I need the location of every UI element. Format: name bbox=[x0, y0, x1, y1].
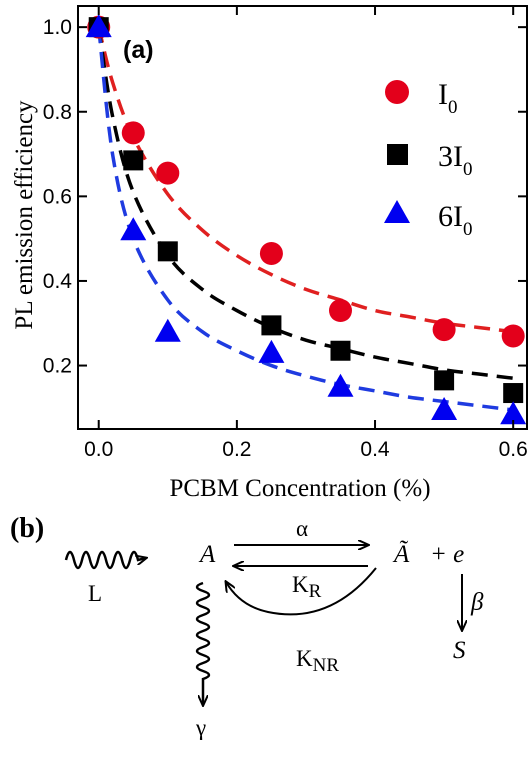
panel-label-b: (b) bbox=[10, 513, 44, 544]
species-A: A bbox=[198, 541, 216, 568]
fit-curve-series-0 bbox=[97, 26, 514, 334]
x-tick-label: 0.6 bbox=[499, 438, 528, 461]
data-point-circle bbox=[328, 299, 352, 323]
data-point-square bbox=[157, 241, 178, 262]
emission-wave bbox=[195, 581, 211, 705]
data-point-triangle bbox=[327, 373, 354, 397]
panel-label-a: (a) bbox=[123, 36, 154, 64]
data-point-circle bbox=[156, 161, 180, 185]
data-point-square bbox=[330, 340, 351, 361]
label-alpha: α bbox=[296, 516, 308, 541]
legend-marker-triangle bbox=[384, 200, 410, 223]
legend-marker-square bbox=[387, 144, 408, 165]
legend-entry-i0: I0 bbox=[385, 78, 458, 118]
data-point-circle bbox=[501, 324, 525, 348]
legend-label-3i0: 3I0 bbox=[438, 140, 473, 180]
label-beta: β bbox=[470, 589, 484, 616]
data-point-triangle bbox=[258, 339, 285, 363]
species-S: S bbox=[453, 637, 466, 664]
x-tick-label: 0.0 bbox=[84, 438, 113, 461]
data-point-square bbox=[503, 383, 524, 404]
legend-label-i0: I0 bbox=[438, 78, 458, 118]
data-point-triangle bbox=[154, 318, 181, 342]
y-tick-label: 0.8 bbox=[43, 101, 72, 124]
data-points bbox=[85, 14, 527, 425]
legend-entry-3i0: 3I0 bbox=[387, 140, 473, 180]
y-tick-label: 0.4 bbox=[43, 270, 73, 293]
label-KNR: KNR bbox=[296, 646, 339, 676]
pl-efficiency-chart: 0.0 0.2 0.4 0.6 0.2 0.4 0.6 0.8 1.0 (a) PL emiss… bbox=[11, 5, 528, 502]
data-point-square bbox=[123, 150, 144, 171]
y-axis-title: PL emission efficiency bbox=[11, 100, 38, 330]
species-A-tilde: Ã bbox=[392, 540, 410, 568]
y-tick-label: 0.6 bbox=[43, 185, 72, 208]
x-axis-title: PCBM Concentration (%) bbox=[169, 475, 430, 502]
data-point-circle bbox=[259, 241, 283, 265]
data-point-triangle bbox=[500, 401, 527, 425]
legend-marker-circle bbox=[385, 80, 409, 104]
data-point-circle bbox=[121, 121, 145, 145]
data-point-square bbox=[434, 370, 455, 391]
legend-label-6i0: 6I0 bbox=[438, 200, 473, 240]
y-tick-label: 0.2 bbox=[43, 355, 72, 378]
data-point-triangle bbox=[85, 14, 112, 38]
x-tick-label: 0.4 bbox=[360, 438, 390, 461]
fit-curve-series-2 bbox=[96, 26, 514, 412]
legend: I0 3I0 6I0 bbox=[384, 78, 473, 240]
legend-entry-6i0: 6I0 bbox=[384, 200, 473, 240]
y-tick-label: 1.0 bbox=[43, 16, 72, 39]
knr-curved-arrow bbox=[226, 567, 377, 616]
kinetic-scheme-diagram: (b) L A α KR KNR Ã + e β S γ bbox=[10, 513, 484, 740]
x-tick-label: 0.2 bbox=[222, 438, 251, 461]
axis-ticks: 0.0 0.2 0.4 0.6 0.2 0.4 0.6 0.8 1.0 bbox=[43, 6, 528, 461]
data-point-square bbox=[261, 315, 282, 336]
label-KR: KR bbox=[292, 572, 322, 602]
data-point-triangle bbox=[120, 217, 147, 241]
label-L: L bbox=[88, 581, 102, 606]
electron-term: + e bbox=[430, 541, 464, 568]
label-gamma: γ bbox=[195, 715, 206, 740]
data-point-triangle bbox=[431, 396, 458, 420]
plot-frame bbox=[77, 5, 528, 430]
data-point-circle bbox=[432, 318, 456, 342]
excitation-wave bbox=[64, 550, 146, 570]
